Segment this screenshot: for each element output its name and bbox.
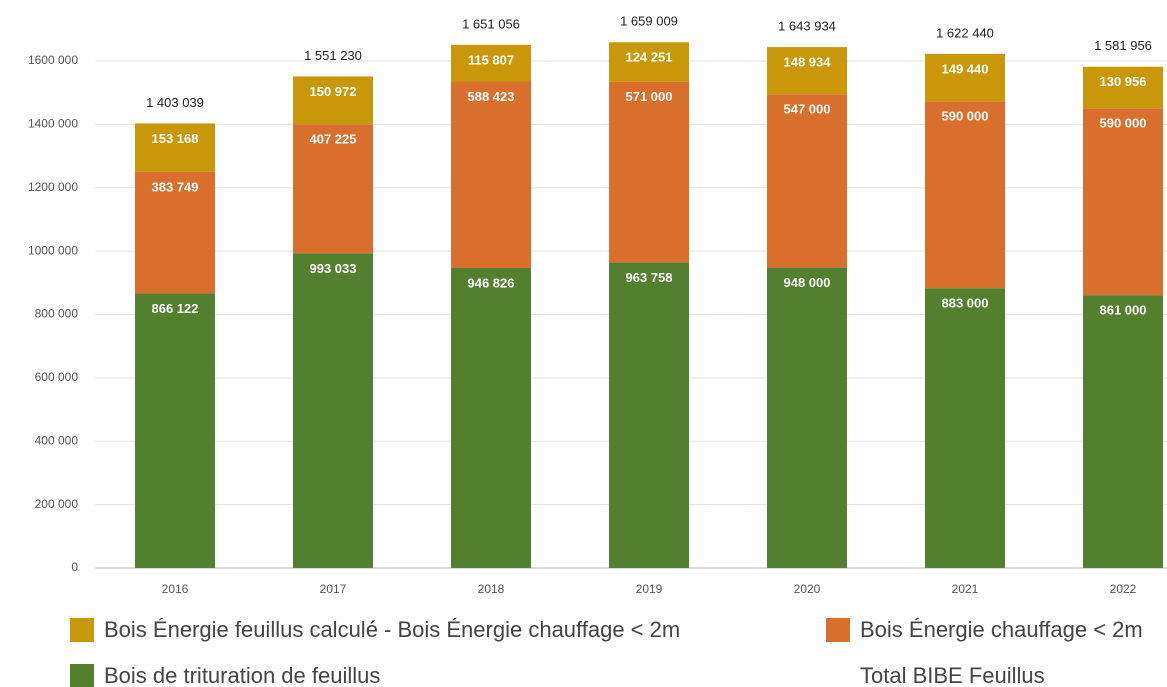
data-label: 861 000 — [1100, 303, 1147, 318]
x-tick-label: 2022 — [1110, 582, 1137, 596]
bar-segment — [609, 81, 689, 263]
legend-swatch — [826, 618, 850, 642]
data-label: 407 225 — [310, 132, 357, 147]
data-label: 883 000 — [942, 296, 989, 311]
bar-segment — [135, 293, 215, 568]
total-label: 1 651 056 — [462, 16, 520, 31]
total-label: 1 403 039 — [146, 95, 204, 110]
data-label: 547 000 — [784, 102, 831, 117]
y-tick-label: 0 — [71, 560, 78, 574]
data-label: 946 826 — [468, 275, 515, 290]
y-tick-label: 1200 000 — [28, 180, 78, 194]
x-tick-label: 2016 — [162, 582, 189, 596]
bar-segment — [293, 76, 373, 125]
data-label: 150 972 — [310, 84, 357, 99]
data-label: 590 000 — [942, 109, 989, 124]
data-label: 124 251 — [626, 50, 673, 65]
data-label: 993 033 — [310, 261, 357, 276]
legend-label: Total BIBE Feuillus — [860, 663, 1045, 687]
bar-segment — [925, 53, 1005, 102]
bar-segment — [925, 288, 1005, 568]
bar-segment — [451, 81, 531, 268]
bar-segment — [293, 124, 373, 254]
y-tick-label: 1400 000 — [28, 117, 78, 131]
data-label: 148 934 — [784, 55, 832, 70]
bar-segment — [293, 253, 373, 568]
legend-label: Bois Énergie feuillus calculé - Bois Éne… — [104, 617, 680, 642]
data-label: 590 000 — [1100, 116, 1147, 131]
y-tick-label: 200 000 — [35, 497, 79, 511]
legend-label: Bois de trituration de feuillus — [104, 663, 380, 687]
y-tick-label: 800 000 — [35, 307, 79, 321]
bar-segment — [135, 123, 215, 172]
x-tick-label: 2018 — [478, 582, 505, 596]
data-label: 153 168 — [152, 131, 199, 146]
data-label: 115 807 — [468, 52, 514, 67]
data-label: 149 440 — [942, 61, 989, 76]
x-tick-label: 2017 — [320, 582, 347, 596]
data-label: 130 956 — [1100, 74, 1147, 89]
y-tick-label: 1000 000 — [28, 243, 78, 257]
bar-segment — [1083, 295, 1163, 568]
legend-swatch — [70, 664, 94, 687]
bar-segment — [609, 42, 689, 82]
bar-segment — [609, 262, 689, 568]
bar-segment — [925, 101, 1005, 289]
y-tick-label: 600 000 — [35, 370, 79, 384]
bar-segment — [451, 44, 531, 82]
data-label: 571 000 — [626, 89, 673, 104]
total-label: 1 622 440 — [936, 25, 994, 40]
total-label: 1 659 009 — [620, 14, 678, 29]
y-tick-label: 1600 000 — [28, 53, 78, 67]
x-tick-label: 2020 — [794, 582, 821, 596]
legend-swatch — [70, 618, 94, 642]
bar-segment — [1083, 66, 1163, 109]
x-tick-label: 2021 — [952, 582, 979, 596]
data-label: 588 423 — [468, 89, 515, 104]
data-label: 866 122 — [152, 301, 199, 316]
bar-segment — [767, 94, 847, 268]
bar-segment — [767, 47, 847, 95]
x-tick-label: 2019 — [636, 582, 663, 596]
total-label: 1 551 230 — [304, 48, 362, 63]
data-label: 383 749 — [152, 179, 199, 194]
bar-segment — [135, 171, 215, 294]
data-label: 963 758 — [626, 270, 673, 285]
bar-segment — [451, 267, 531, 568]
bar-segment — [1083, 108, 1163, 296]
total-label: 1 643 934 — [778, 19, 836, 34]
legend-label: Bois Énergie chauffage < 2m — [860, 617, 1143, 642]
bar-segment — [767, 267, 847, 568]
data-label: 948 000 — [784, 275, 831, 290]
total-label: 1 581 956 — [1094, 38, 1152, 53]
y-tick-label: 400 000 — [35, 433, 79, 447]
